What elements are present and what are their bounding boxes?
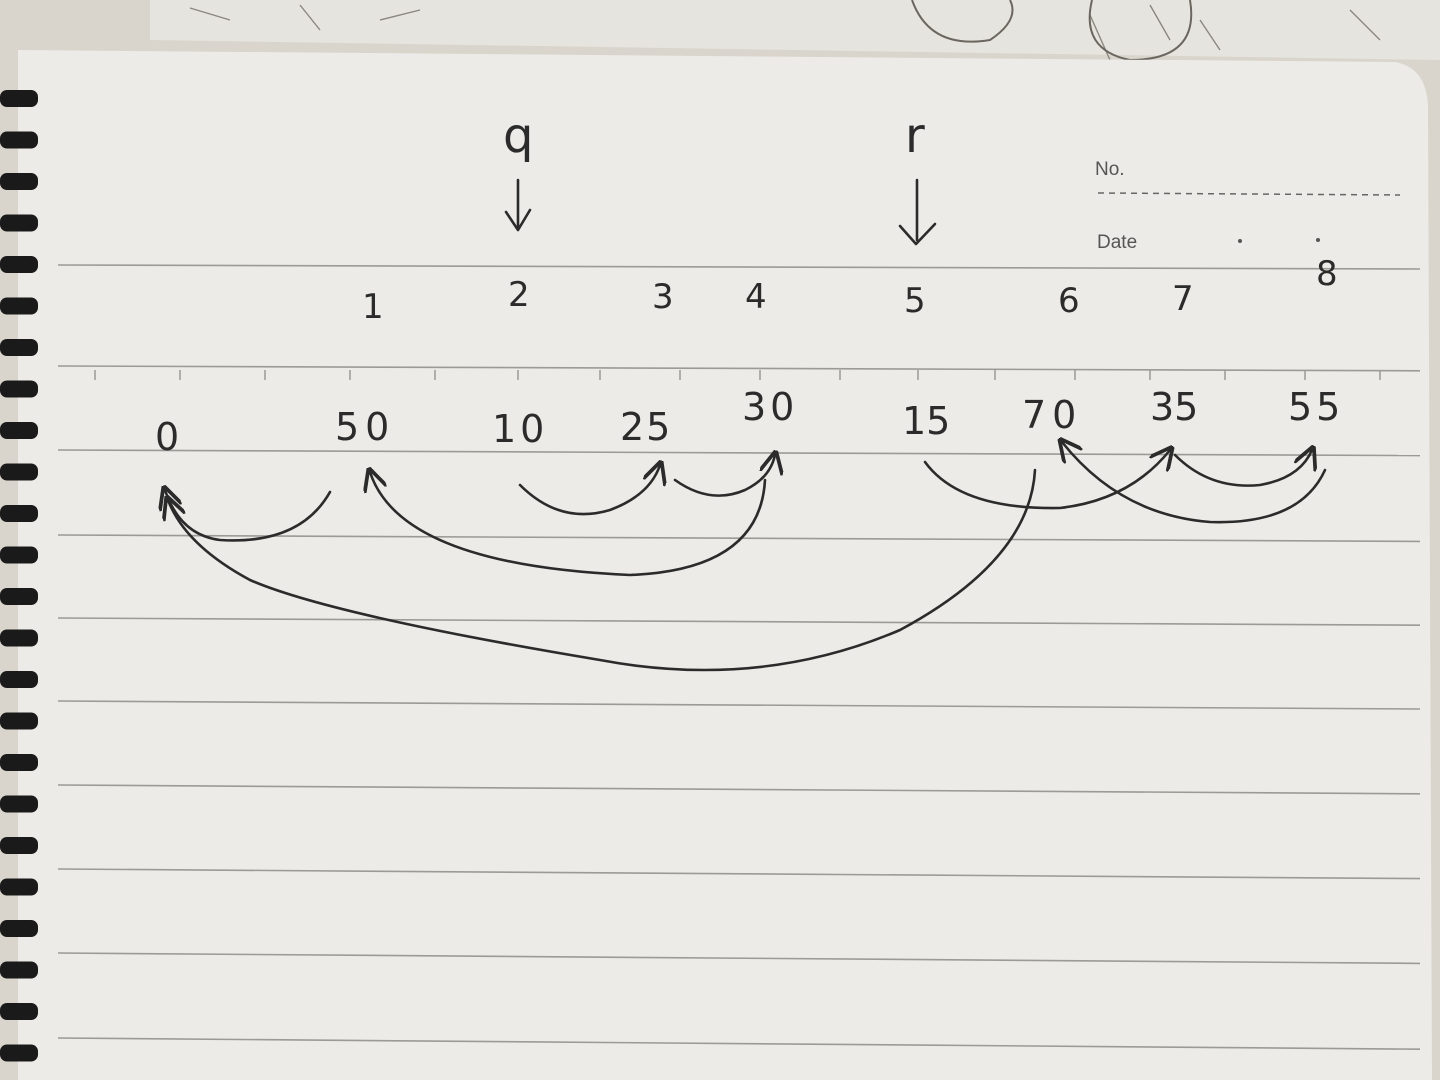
spiral-ring	[0, 795, 38, 813]
spiral-ring	[0, 920, 38, 937]
curved-arrow-icon	[518, 465, 660, 516]
value-label: 25	[620, 405, 672, 449]
spiral-ring	[0, 131, 38, 149]
curved-arrow-icon	[923, 450, 1170, 510]
spiral-ring	[0, 297, 38, 315]
curved-arrow-icon	[673, 455, 775, 497]
curved-arrow-icon	[1173, 450, 1312, 487]
ruler-ticks	[94, 370, 1381, 380]
index-label: 1	[362, 287, 384, 327]
no-label: No.	[1095, 159, 1125, 180]
pointer-r-label: r	[905, 108, 925, 164]
notebook-page	[18, 50, 1432, 1080]
ruled-line	[57, 784, 1421, 795]
index-label: 6	[1058, 281, 1080, 321]
value-label: 55	[1288, 385, 1344, 429]
ruled-line	[57, 449, 1421, 457]
spiral-ring	[0, 173, 38, 190]
curved-arrows	[165, 442, 1327, 672]
spiral-ring	[0, 214, 38, 232]
index-label: 5	[904, 281, 926, 321]
spiral-ring	[0, 837, 38, 854]
ruled-line	[57, 700, 1421, 710]
ruled-line	[57, 264, 1421, 270]
header-fields: No. Date	[1095, 159, 1401, 253]
ruled-line	[57, 365, 1421, 372]
index-row: 1 2 3 4 5 6 7 8	[362, 254, 1338, 327]
ruled-line	[57, 534, 1421, 543]
spiral-ring	[0, 754, 38, 771]
spiral-ring	[0, 463, 38, 481]
spiral-ring	[0, 546, 38, 564]
spiral-ring	[0, 712, 38, 730]
curved-arrow-icon	[370, 472, 767, 577]
spiral-ring	[0, 878, 38, 896]
index-label: 4	[745, 277, 767, 317]
value-label: 15	[902, 399, 950, 443]
curved-arrow-icon	[168, 468, 1037, 672]
date-label: Date	[1097, 232, 1137, 253]
spiral-ring	[0, 380, 38, 398]
ruled-lines	[57, 264, 1421, 1050]
spiral-ring	[0, 505, 38, 522]
value-label: 50	[335, 405, 395, 449]
index-label: 7	[1172, 279, 1194, 319]
spiral-ring	[0, 961, 38, 979]
pointer-q-label: q	[503, 108, 533, 164]
spiral-ring	[0, 90, 38, 107]
value-label: 70	[1022, 393, 1082, 437]
spiral-ring	[0, 1003, 38, 1020]
spiral-binding-icon	[0, 90, 38, 1062]
value-label: 10	[492, 407, 548, 451]
spiral-ring	[0, 422, 38, 439]
spiral-ring	[0, 339, 38, 356]
spiral-ring	[0, 671, 38, 688]
ruled-line	[57, 1037, 1421, 1050]
index-label: 3	[652, 277, 674, 317]
curved-arrow-icon	[1062, 442, 1327, 524]
spiral-ring	[0, 1044, 38, 1062]
value-label: 30	[742, 385, 798, 429]
value-label: 0	[155, 415, 179, 459]
index-label: 2	[508, 275, 530, 315]
down-arrow-icon	[504, 208, 532, 232]
pointer-q: q	[503, 108, 533, 232]
spiral-ring	[0, 256, 38, 273]
value-row: 0 50 10 25 30 15 70 35 55	[155, 385, 1344, 459]
ruled-line	[57, 868, 1421, 880]
value-label: 35	[1150, 385, 1198, 429]
pointer-r: r	[898, 108, 937, 246]
spiral-ring	[0, 629, 38, 647]
index-label: 8	[1316, 254, 1338, 294]
ruled-line	[57, 952, 1421, 965]
spiral-ring	[0, 588, 38, 605]
ruled-line	[57, 617, 1421, 627]
down-arrow-icon	[898, 222, 937, 246]
